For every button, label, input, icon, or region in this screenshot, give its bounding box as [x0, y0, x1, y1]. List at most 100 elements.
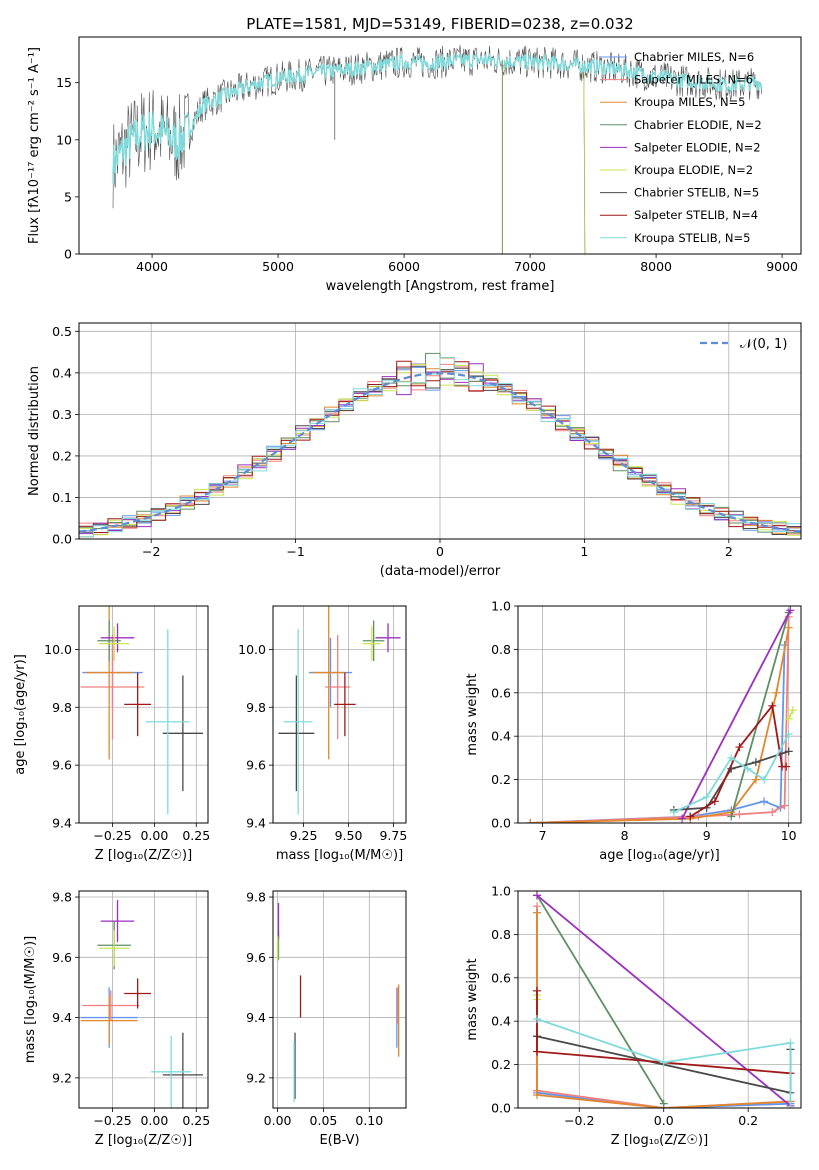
- weight-marker: [743, 764, 752, 773]
- x-tick-label: 9.75: [379, 828, 407, 843]
- x-tick-label: 8: [621, 828, 629, 843]
- x-tick-label: 9000: [766, 259, 798, 274]
- normal-curve: [79, 372, 801, 533]
- y-tick-label: 0.2: [52, 448, 72, 463]
- x-axis-label: Z [log₁₀(Z/Z☉)]: [95, 848, 192, 863]
- weight-marker: [786, 1104, 795, 1108]
- weight-marker: [768, 808, 777, 817]
- weight-marker: [735, 743, 744, 752]
- y-axis-label: age [log₁₀(age/yr)]: [13, 654, 28, 775]
- axes-frame: [78, 322, 802, 540]
- x-tick-label: 0.0: [654, 1113, 674, 1128]
- x-tick-label: 0.05: [310, 1113, 338, 1128]
- weight-marker: [751, 758, 760, 767]
- y-tick-label: 0.0: [491, 816, 511, 831]
- x-tick-label: 7: [539, 828, 547, 843]
- plot-area: [112, 45, 763, 254]
- weight-series-line: [681, 609, 792, 820]
- y-tick-label: 0: [64, 247, 72, 262]
- weight_vs_Z-chart: −0.2 0.0 0.2 0.0 0.2 0.4 0.6 0.8 1.0 Z [log₁₀(Z/Z…: [465, 884, 802, 1148]
- legend: 𝒩(0, 1): [700, 337, 787, 352]
- x-tick-label: 1: [580, 544, 588, 559]
- y-tick-label: 9.8: [246, 700, 266, 715]
- y-tick-label: 0.8: [491, 642, 511, 657]
- plot-area: [533, 891, 795, 1108]
- y-tick-label: 9.2: [246, 1070, 266, 1085]
- x-axis-label: (data-model)/error: [380, 564, 501, 579]
- weight_vs_age-chart: 7 8 9 10 0.0 0.2 0.4 0.6 0.8 1.0 age [log₁₀(age/yr…: [465, 599, 802, 863]
- legend-label: Chabrier MILES, N=6: [634, 50, 754, 64]
- weight-marker: [533, 1090, 542, 1099]
- y-tick-label: 1.0: [491, 599, 511, 614]
- weight-marker: [768, 701, 777, 710]
- x-tick-label: 9.50: [335, 828, 363, 843]
- age_vs_Z-chart: −0.25 0.00 0.25 9.4 9.6 9.8 10.0 Z [log₁₀(Z/Z☉)…: [13, 605, 210, 863]
- weight-series-line: [530, 627, 790, 823]
- weight-marker: [784, 714, 793, 723]
- y-axis-label: mass weight: [465, 958, 480, 1040]
- x-tick-label: 10: [781, 828, 797, 843]
- axes-frame: [272, 605, 407, 824]
- y-tick-label: 10.0: [238, 642, 266, 657]
- weight-marker: [526, 819, 535, 823]
- x-tick-label: −0.25: [93, 828, 131, 843]
- x-axis-label: age [log₁₀(age/yr)]: [599, 848, 720, 863]
- age_vs_mass-chart: 9.25 9.50 9.75 9.4 9.6 9.8 10.0 mass [log₁₀(M/M…: [238, 605, 407, 863]
- weight-marker: [784, 623, 793, 632]
- x-tick-label: 0: [436, 544, 444, 559]
- axes-frame: [78, 605, 209, 824]
- histogram-series: [79, 360, 801, 539]
- spectrum-chart: 4000 5000 6000 7000 8000 9000 0 5 10 15 wavelength…: [27, 15, 802, 294]
- weight-series-line: [673, 733, 790, 813]
- plot-area: [278, 606, 401, 815]
- x-tick-label: 0.00: [140, 1113, 168, 1128]
- x-axis-label: mass [log₁₀(M/M☉)]: [276, 848, 403, 863]
- weight-marker: [784, 747, 793, 756]
- y-tick-label: 5: [64, 189, 72, 204]
- weight-marker: [784, 730, 793, 739]
- y-tick-label: 9.8: [52, 700, 72, 715]
- legend-label: Kroupa ELODIE, N=2: [634, 163, 753, 177]
- weight-marker: [727, 812, 736, 821]
- legend-label: Kroupa STELIB, N=5: [634, 231, 751, 245]
- weight-marker: [533, 1015, 542, 1024]
- weight-series-line: [536, 894, 665, 1105]
- x-tick-label: 7000: [514, 259, 546, 274]
- weight-series-line: [787, 709, 794, 720]
- y-tick-label: 0.5: [52, 324, 72, 339]
- y-tick-label: 0.4: [491, 729, 511, 744]
- plot-area: [80, 900, 203, 1108]
- weight-marker: [760, 797, 769, 806]
- x-tick-label: 2: [725, 544, 733, 559]
- weight-marker: [786, 606, 795, 615]
- weight-marker: [780, 801, 789, 810]
- y-tick-label: 9.4: [246, 816, 266, 831]
- x-tick-label: 4000: [136, 259, 168, 274]
- weight-marker: [533, 908, 542, 917]
- plot-area: [276, 903, 400, 1102]
- x-tick-label: 9: [703, 828, 711, 843]
- chart-title: PLATE=1581, MJD=53149, FIBERID=0238, z=0…: [246, 15, 633, 33]
- y-tick-label: 9.2: [52, 1070, 72, 1085]
- weight-series-line: [536, 894, 791, 1107]
- weight-marker: [772, 688, 781, 697]
- y-tick-label: 9.4: [52, 1010, 72, 1025]
- weight-marker: [735, 810, 744, 819]
- legend-label: Chabrier ELODIE, N=2: [634, 118, 762, 132]
- y-axis-label: mass weight: [465, 673, 480, 755]
- x-tick-label: 0.25: [182, 828, 210, 843]
- x-tick-label: 0.00: [140, 828, 168, 843]
- x-tick-label: 0.25: [182, 1113, 210, 1128]
- weight-marker: [678, 814, 687, 823]
- legend-label: 𝒩(0, 1): [740, 337, 787, 352]
- y-tick-label: 15: [56, 75, 72, 90]
- x-tick-label: 6000: [388, 259, 420, 274]
- y-axis-label: Flux [fλ10⁻¹⁷ erg cm⁻² s⁻¹ A⁻¹]: [27, 47, 42, 244]
- plot-area: [79, 352, 801, 539]
- weight-marker: [760, 775, 769, 784]
- weight-marker: [727, 753, 736, 762]
- plot-area: [526, 606, 797, 823]
- y-axis-label: mass [log₁₀(M/M☉)]: [23, 936, 38, 1063]
- weight-series-line: [536, 1018, 792, 1108]
